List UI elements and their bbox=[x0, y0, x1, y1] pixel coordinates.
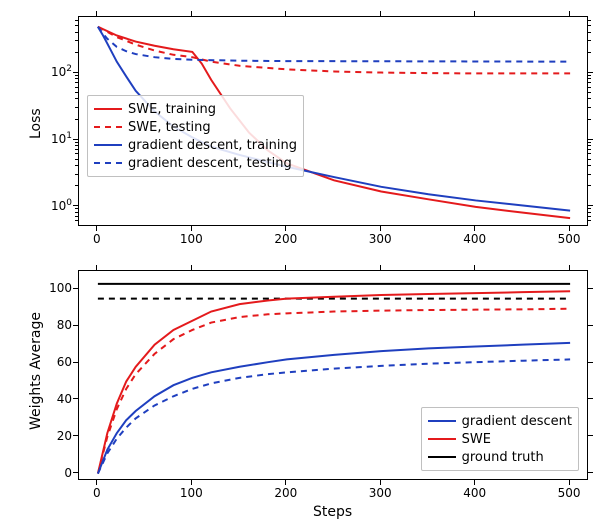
xtick-label: 0 bbox=[93, 486, 101, 500]
legend-swatch bbox=[94, 108, 122, 110]
ytick-label: 40 bbox=[40, 392, 72, 406]
legend-item: gradient descent, training bbox=[94, 136, 297, 154]
series-gd_test bbox=[98, 27, 570, 62]
steps-xlabel: Steps bbox=[313, 504, 352, 520]
ytick-label: 100 bbox=[40, 281, 72, 295]
legend-item: ground truth bbox=[428, 448, 572, 466]
xtick-label: 200 bbox=[274, 232, 297, 246]
legend-swatch bbox=[428, 420, 456, 422]
ytick-label: 80 bbox=[40, 318, 72, 332]
xtick-label: 300 bbox=[369, 232, 392, 246]
xtick-label: 500 bbox=[558, 486, 581, 500]
legend-swatch bbox=[94, 144, 122, 146]
series-swe_test bbox=[98, 27, 570, 74]
legend-label: SWE bbox=[462, 432, 491, 447]
legend-label: SWE, training bbox=[128, 102, 216, 117]
figure: SWE, training SWE, testing gradient descen… bbox=[0, 0, 610, 516]
ytick-label: 0 bbox=[40, 466, 72, 480]
ytick-label: 20 bbox=[40, 429, 72, 443]
legend-swatch bbox=[428, 438, 456, 440]
loss-panel: SWE, training SWE, testing gradient descen… bbox=[78, 16, 588, 226]
xtick-label: 100 bbox=[180, 232, 203, 246]
ytick-label: 101 bbox=[40, 132, 72, 146]
weights-panel: gradient descent SWE ground truth bbox=[78, 270, 588, 480]
legend-item: gradient descent bbox=[428, 412, 572, 430]
xtick-label: 0 bbox=[93, 232, 101, 246]
xtick-label: 400 bbox=[463, 232, 486, 246]
legend-item: SWE bbox=[428, 430, 572, 448]
ytick-label: 60 bbox=[40, 355, 72, 369]
legend-swatch bbox=[428, 456, 456, 458]
legend-swatch bbox=[94, 126, 122, 128]
xtick-label: 100 bbox=[180, 486, 203, 500]
legend-label: gradient descent bbox=[462, 414, 572, 429]
loss-legend: SWE, training SWE, testing gradient descen… bbox=[87, 95, 304, 177]
legend-label: SWE, testing bbox=[128, 120, 211, 135]
weights-legend: gradient descent SWE ground truth bbox=[421, 407, 579, 471]
legend-label: gradient descent, testing bbox=[128, 156, 292, 171]
ytick-label: 100 bbox=[40, 199, 72, 213]
legend-item: SWE, training bbox=[94, 100, 297, 118]
xtick-label: 400 bbox=[463, 486, 486, 500]
xtick-label: 300 bbox=[369, 486, 392, 500]
xtick-label: 200 bbox=[274, 486, 297, 500]
legend-item: gradient descent, testing bbox=[94, 154, 297, 172]
legend-item: SWE, testing bbox=[94, 118, 297, 136]
legend-swatch bbox=[94, 162, 122, 164]
xtick-label: 500 bbox=[558, 232, 581, 246]
ytick-label: 102 bbox=[40, 65, 72, 79]
legend-label: ground truth bbox=[462, 450, 544, 465]
legend-label: gradient descent, training bbox=[128, 138, 297, 153]
